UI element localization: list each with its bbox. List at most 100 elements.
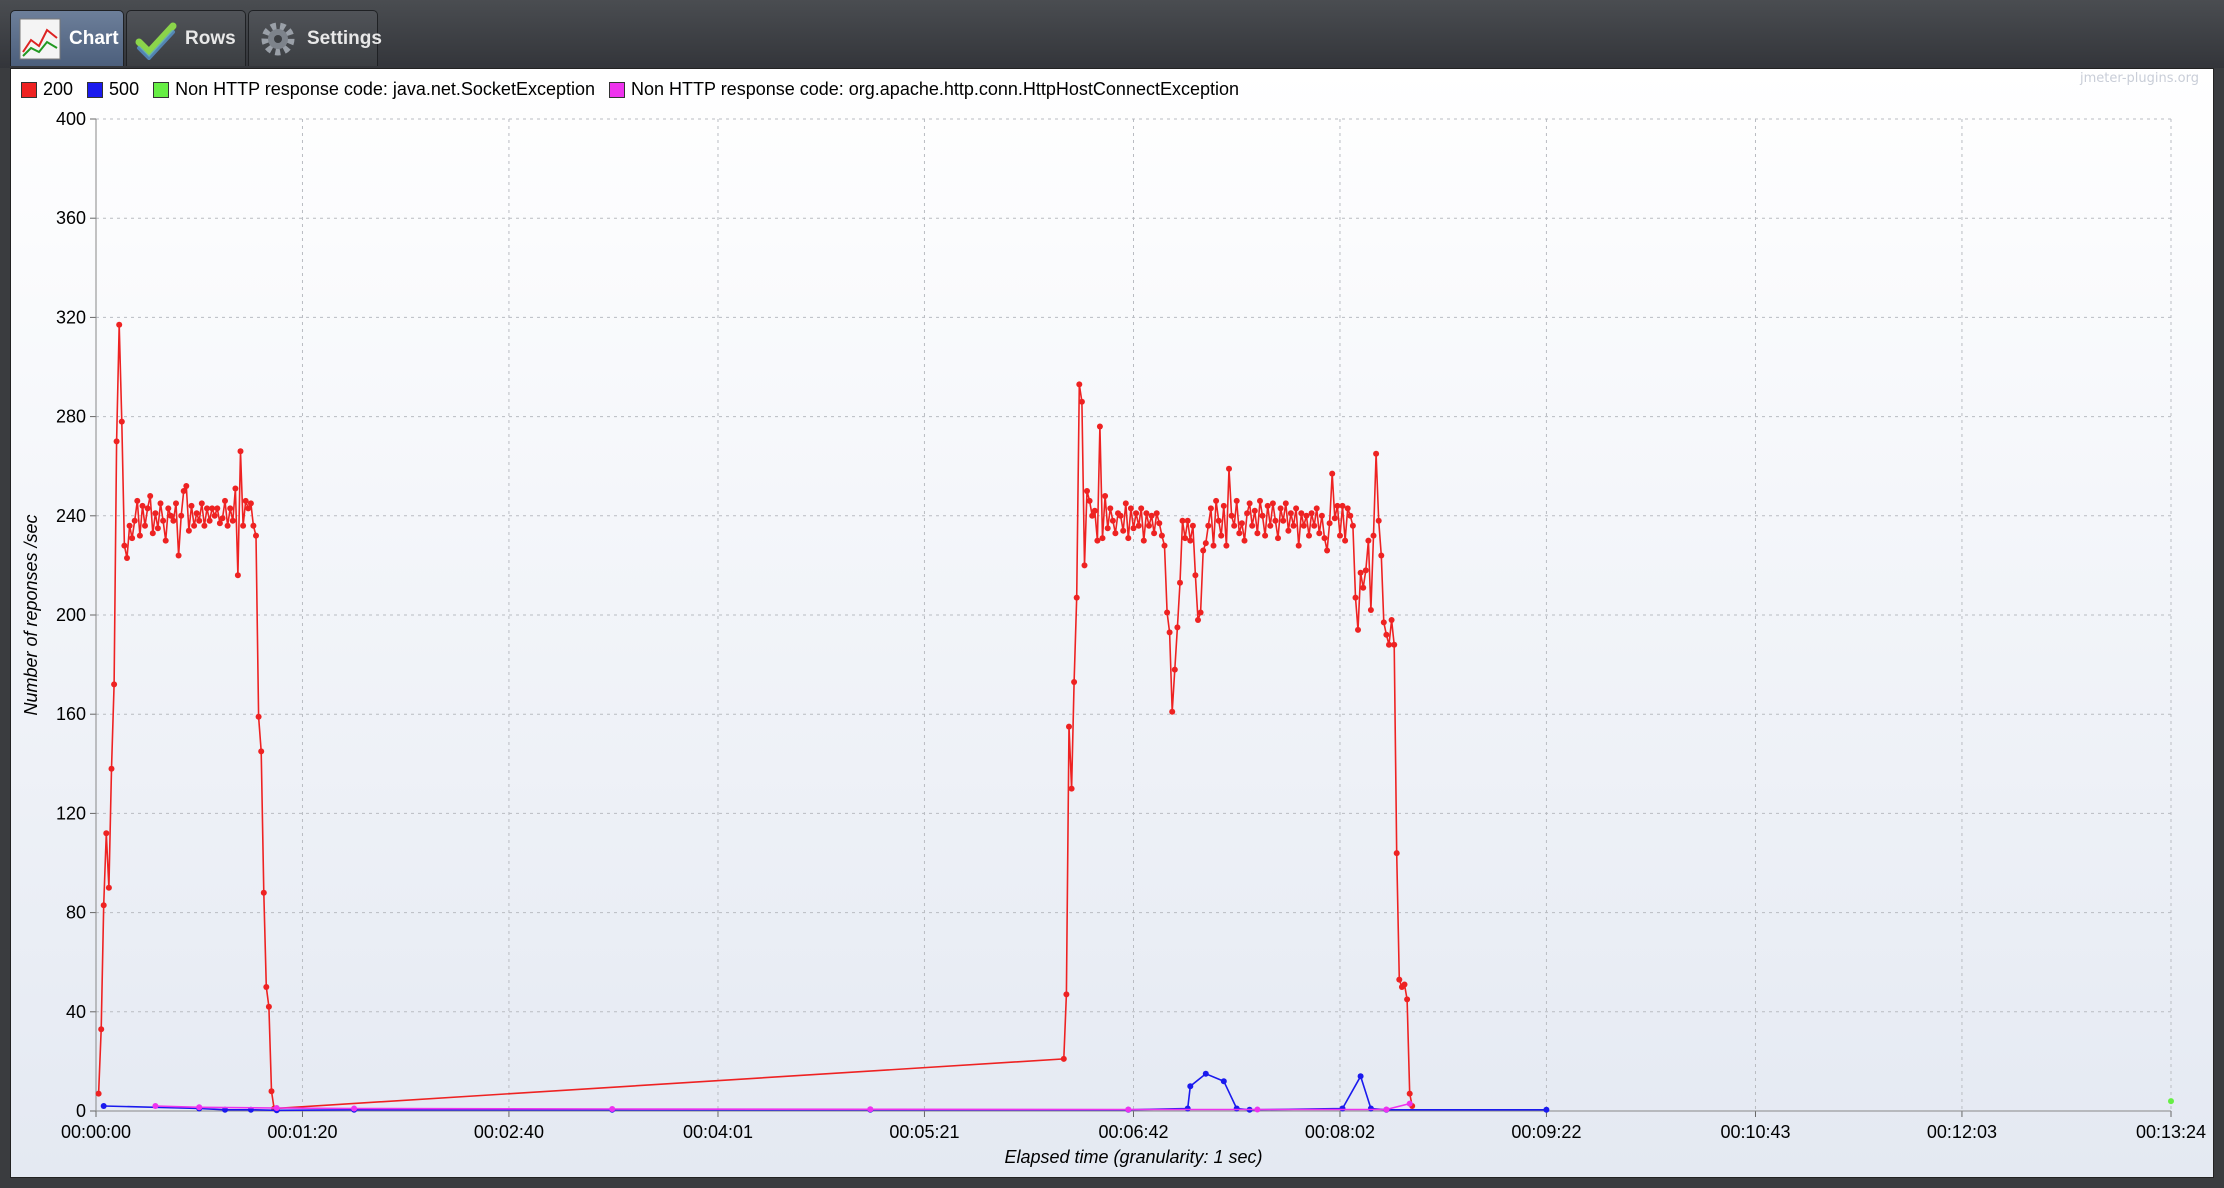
watermark: jmeter-plugins.org — [2079, 71, 2199, 86]
series-point-0 — [224, 522, 231, 529]
series-point-0 — [124, 555, 130, 561]
series-point-0 — [1153, 510, 1160, 517]
tab-chart-label: Chart — [69, 27, 119, 49]
series-point-0 — [1143, 510, 1150, 517]
series-point-0 — [1326, 520, 1333, 527]
tab-chart[interactable]: Chart — [10, 10, 124, 66]
series-point-0 — [180, 488, 187, 494]
tab-settings[interactable]: Settings — [248, 10, 382, 66]
series-point-0 — [1066, 723, 1072, 730]
series-point-0 — [175, 552, 182, 559]
series-point-0 — [170, 517, 177, 524]
legend-item: 200 — [21, 79, 73, 100]
legend-label: 200 — [43, 79, 74, 99]
checkmark-icon — [135, 18, 177, 60]
chart-icon — [19, 18, 61, 60]
series-point-0 — [211, 512, 218, 519]
series-point-0 — [1099, 535, 1106, 542]
series-point-0 — [1063, 991, 1070, 998]
series-point-0 — [1094, 537, 1101, 544]
series-point-0 — [1272, 517, 1279, 524]
series-point-0 — [134, 497, 141, 504]
series-point-0 — [201, 522, 208, 529]
legend-item: Non HTTP response code: org.apache.http.… — [609, 79, 1239, 100]
series-point-0 — [237, 448, 244, 455]
series-point-0 — [139, 502, 146, 509]
series-point-0 — [1158, 532, 1165, 539]
series-point-0 — [1282, 500, 1289, 507]
series-point-0 — [222, 497, 228, 504]
series-point-1 — [100, 1103, 107, 1109]
series-point-0 — [1195, 617, 1201, 623]
series-point-0 — [1360, 584, 1367, 591]
series-point-0 — [1078, 398, 1085, 405]
series-point-0 — [1246, 500, 1253, 507]
series-point-0 — [242, 497, 249, 504]
series-point-0 — [1107, 505, 1114, 512]
series-point-0 — [268, 1088, 275, 1095]
series-point-0 — [1164, 609, 1171, 616]
x-tick-label: 00:02:40 — [474, 1122, 544, 1142]
series-point-3 — [1125, 1106, 1132, 1113]
series-point-0 — [1104, 525, 1111, 532]
series-point-0 — [1324, 547, 1331, 554]
series-point-0 — [162, 537, 169, 544]
series-point-0 — [1367, 607, 1374, 613]
series-point-0 — [1393, 850, 1400, 857]
series-point-3 — [1383, 1106, 1390, 1113]
series-point-0 — [1349, 522, 1356, 529]
series-point-0 — [103, 830, 110, 837]
series-point-0 — [1125, 535, 1132, 542]
series-point-0 — [1179, 517, 1186, 524]
x-tick-label: 00:13:24 — [2136, 1122, 2206, 1142]
series-point-0 — [1187, 537, 1194, 544]
series-point-0 — [1151, 530, 1158, 537]
series-point-0 — [1257, 497, 1263, 504]
series-point-1 — [1367, 1105, 1374, 1112]
series-point-0 — [234, 572, 241, 579]
series-point-0 — [1386, 641, 1392, 648]
series-point-0 — [1375, 517, 1382, 524]
legend-item: 500 — [87, 79, 139, 100]
series-point-0 — [1316, 530, 1323, 537]
series-point-0 — [1290, 522, 1297, 529]
series-point-3 — [196, 1104, 203, 1111]
series-point-0 — [260, 889, 267, 896]
series-point-0 — [1355, 626, 1361, 633]
x-tick-label: 00:12:03 — [1927, 1122, 1997, 1142]
legend: 200 500 Non HTTP response code: java.net.S… — [21, 79, 1253, 100]
series-point-0 — [1148, 512, 1155, 519]
series-point-0 — [1133, 510, 1140, 517]
series-point-0 — [1300, 522, 1307, 529]
series-point-0 — [1182, 535, 1189, 542]
series-point-3 — [609, 1106, 616, 1112]
series-point-0 — [263, 984, 270, 990]
series-point-0 — [129, 535, 136, 542]
series-point-0 — [1112, 530, 1119, 537]
series-point-0 — [1404, 996, 1411, 1003]
series-point-0 — [1213, 497, 1220, 504]
series-point-0 — [1342, 537, 1349, 544]
series-point-0 — [126, 522, 133, 529]
series-point-3 — [1406, 1100, 1413, 1107]
series-point-0 — [1231, 522, 1238, 529]
series-point-0 — [136, 532, 143, 539]
series-point-0 — [1200, 547, 1207, 554]
series-point-0 — [1192, 572, 1199, 579]
series-point-0 — [1373, 450, 1380, 457]
series-point-0 — [247, 500, 254, 507]
tab-rows[interactable]: Rows — [126, 10, 246, 66]
series-point-0 — [1171, 666, 1178, 673]
series-point-0 — [1303, 512, 1310, 519]
series-point-0 — [1220, 502, 1227, 509]
series-point-0 — [111, 681, 118, 688]
series-point-1 — [1357, 1073, 1364, 1080]
series-point-0 — [1380, 619, 1387, 626]
series-point-0 — [1122, 500, 1129, 507]
series-point-0 — [167, 512, 174, 519]
series-point-0 — [1081, 562, 1088, 569]
series-point-0 — [1275, 535, 1281, 542]
series-point-0 — [196, 517, 203, 524]
series-point-0 — [1202, 540, 1209, 547]
series-point-0 — [1306, 532, 1312, 539]
